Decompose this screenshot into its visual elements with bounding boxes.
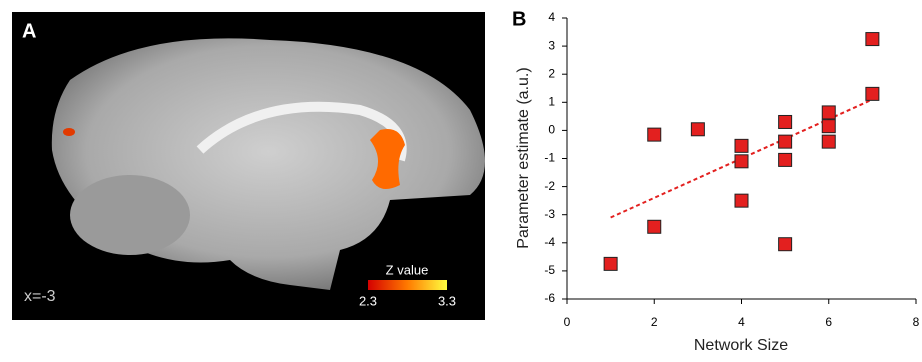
cerebellum [70,175,190,255]
point [866,87,879,100]
y-tick-label: -4 [544,235,555,249]
panel-label: B [512,8,526,30]
point [779,115,792,128]
y-tick-label: 2 [548,66,555,80]
activation [63,128,75,136]
x-tick-label: 8 [913,315,920,329]
y-axis-label: Parameter estimate (a.u.) [515,67,532,248]
point [779,135,792,148]
y-tick-label: -3 [544,207,555,221]
point [779,238,792,251]
y-tick-label: -5 [544,263,555,277]
brain-panel: A x=-3 Z value 2.3 3.3 [12,12,485,320]
scatter-panel: B Network Size Parameter estimate (a.u.)… [512,8,920,354]
colorbar [368,280,447,290]
y-tick-label: -6 [544,291,555,305]
point [779,153,792,166]
point [691,123,704,136]
point [735,194,748,207]
y-tick-label: 3 [548,38,555,52]
point [822,120,835,133]
y-tick-label: 1 [548,94,555,108]
point [604,257,617,270]
y-tick-label: -1 [544,151,555,165]
point [822,135,835,148]
point [648,220,661,233]
x-tick-label: 6 [825,315,832,329]
point [648,128,661,141]
slice-label: x=-3 [24,288,56,305]
colorbar-tick: 3.3 [438,293,456,308]
y-tick-label: 0 [548,123,555,137]
y-tick-label: -2 [544,179,555,193]
x-axis-label: Network Size [694,337,788,354]
point [866,33,879,46]
x-tick-label: 2 [651,315,658,329]
panel-label: A [22,20,36,42]
colorbar-title: Z value [386,262,429,277]
y-tick-label: 4 [548,10,555,24]
figure: A x=-3 Z value 2.3 3.3 B Network Size Pa… [0,0,922,357]
point [822,106,835,119]
colorbar-tick: 2.3 [359,293,377,308]
x-tick-label: 0 [564,315,571,329]
point [735,155,748,168]
point [735,139,748,152]
x-tick-label: 4 [738,315,745,329]
